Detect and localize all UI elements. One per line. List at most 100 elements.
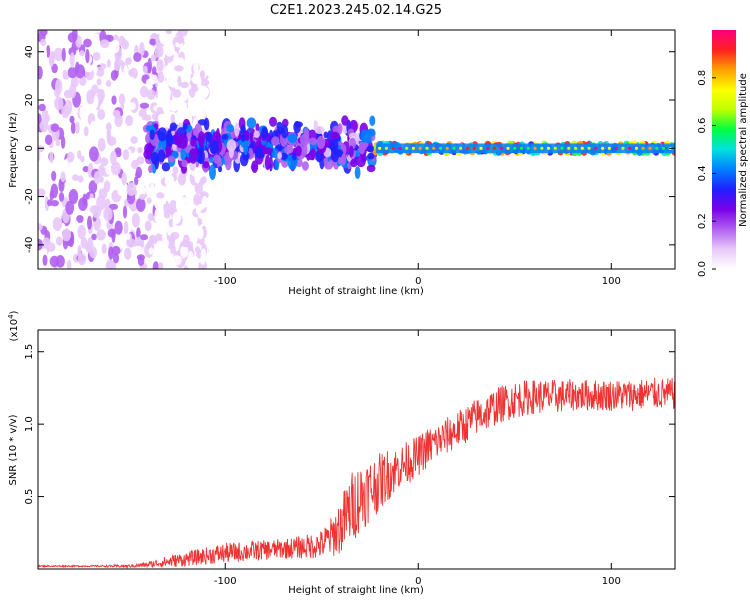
heatmap-cell bbox=[70, 121, 76, 134]
heatmap-cell bbox=[49, 151, 54, 164]
heatmap-cell bbox=[95, 66, 105, 77]
heatmap-cell bbox=[182, 218, 189, 230]
snr-y-label: SNR (10 * v/v) bbox=[8, 414, 19, 485]
heatmap-cell bbox=[151, 54, 157, 62]
heatmap-cell bbox=[172, 89, 182, 98]
y-tick-label: 0.5 bbox=[24, 489, 35, 505]
heatmap-cell bbox=[354, 166, 361, 180]
heatmap-cell bbox=[176, 138, 182, 148]
heatmap-cell bbox=[50, 123, 60, 132]
heatmap-cell bbox=[101, 100, 112, 107]
heatmap-cell bbox=[114, 220, 123, 235]
heatmap-cell bbox=[234, 122, 240, 137]
heatmap-cell bbox=[144, 143, 154, 155]
heatmap-cell bbox=[111, 39, 120, 54]
heatmap-cell bbox=[138, 193, 147, 200]
carrier-cell bbox=[526, 146, 530, 150]
heatmap-cell bbox=[198, 135, 205, 147]
carrier-cell bbox=[540, 146, 544, 150]
heatmap-cell bbox=[51, 170, 57, 182]
heatmap-cell bbox=[336, 149, 344, 158]
heatmap-cell bbox=[255, 123, 260, 133]
heatmap-cell bbox=[341, 115, 349, 126]
heatmap-cell bbox=[161, 162, 171, 172]
heatmap-cell bbox=[154, 44, 164, 59]
heatmap-cell bbox=[44, 134, 53, 146]
colorbar: 0.0 0.2 0.4 0.6 0.8 Normalized spectral ampl… bbox=[697, 30, 749, 277]
heatmap-cell bbox=[194, 246, 200, 254]
y-tick-label: -20 bbox=[24, 188, 35, 204]
heatmap-cell bbox=[221, 133, 229, 140]
heatmap-cell bbox=[213, 154, 222, 164]
heatmap-cell bbox=[124, 247, 132, 260]
heatmap-cell bbox=[93, 64, 98, 74]
heatmap-cell bbox=[271, 136, 280, 146]
snr-series-line bbox=[38, 377, 675, 569]
heatmap-cell bbox=[177, 75, 182, 87]
heatmap-cell bbox=[44, 114, 50, 123]
heatmap-cell bbox=[146, 197, 152, 204]
carrier-cell bbox=[614, 146, 618, 150]
heatmap-cell bbox=[75, 61, 80, 74]
heatmap-cell bbox=[62, 228, 71, 242]
heatmap-cell bbox=[190, 107, 196, 115]
heatmap-cell bbox=[301, 142, 308, 157]
heatmap-cell bbox=[164, 95, 171, 111]
carrier-cell bbox=[587, 146, 591, 150]
heatmap-cell bbox=[121, 172, 127, 186]
heatmap-cell bbox=[180, 81, 189, 89]
heatmap-cell bbox=[87, 197, 96, 206]
heatmap-cell bbox=[358, 141, 366, 155]
heatmap-cell bbox=[55, 138, 60, 147]
heatmap-cell bbox=[77, 244, 82, 257]
x-tick-label: -100 bbox=[214, 276, 237, 287]
heatmap-cell bbox=[149, 73, 158, 85]
heatmap-cell bbox=[301, 161, 309, 171]
heatmap-cell bbox=[42, 254, 48, 266]
heatmap-cell bbox=[108, 246, 114, 260]
heatmap-cell bbox=[200, 255, 206, 265]
heatmap-cell bbox=[151, 66, 157, 75]
heatmap-cell bbox=[129, 102, 136, 111]
heatmap-cell bbox=[271, 148, 279, 159]
heatmap-cell bbox=[108, 203, 119, 210]
colorbar-tick-label: 0.4 bbox=[697, 165, 708, 181]
carrier-cell bbox=[492, 146, 497, 150]
x-tick-label: 0 bbox=[415, 276, 421, 287]
heatmap-cell bbox=[157, 71, 165, 83]
heatmap-cell bbox=[121, 39, 129, 50]
heatmap-cell bbox=[42, 237, 51, 248]
heatmap-cell bbox=[185, 257, 194, 268]
heatmap-cell bbox=[93, 171, 101, 185]
heatmap-cell bbox=[155, 242, 165, 250]
heatmap-cell bbox=[200, 78, 210, 87]
carrier-cell bbox=[378, 146, 382, 150]
heatmap-cell bbox=[331, 146, 340, 163]
heatmap-cell bbox=[106, 34, 114, 42]
carrier-cell bbox=[601, 146, 605, 150]
carrier-cell bbox=[391, 146, 395, 150]
heatmap-cell bbox=[110, 70, 118, 81]
heatmap-cell bbox=[276, 121, 283, 129]
carrier-cell bbox=[513, 146, 517, 150]
heatmap-cell bbox=[332, 125, 341, 134]
heatmap-cell bbox=[193, 227, 200, 240]
heatmap-cell bbox=[188, 148, 198, 164]
heatmap-cell bbox=[77, 150, 82, 160]
heatmap-cell bbox=[295, 145, 302, 157]
heatmap-cell bbox=[39, 55, 47, 66]
heatmap-cell bbox=[99, 39, 110, 49]
heatmap-cell bbox=[56, 236, 63, 246]
heatmap-cell bbox=[143, 114, 152, 121]
heatmap-cell bbox=[172, 211, 182, 224]
carrier-cell bbox=[438, 146, 443, 150]
heatmap-cell bbox=[281, 124, 289, 139]
y-tick-label: -40 bbox=[24, 237, 35, 253]
heatmap-cell bbox=[67, 66, 78, 79]
heatmap-cell bbox=[192, 127, 198, 136]
heatmap-cell bbox=[167, 185, 177, 201]
heatmap-cell bbox=[83, 63, 94, 73]
heatmap-cell bbox=[169, 99, 176, 111]
x-tick-label: -100 bbox=[214, 576, 237, 587]
heatmap-cell bbox=[71, 30, 78, 42]
